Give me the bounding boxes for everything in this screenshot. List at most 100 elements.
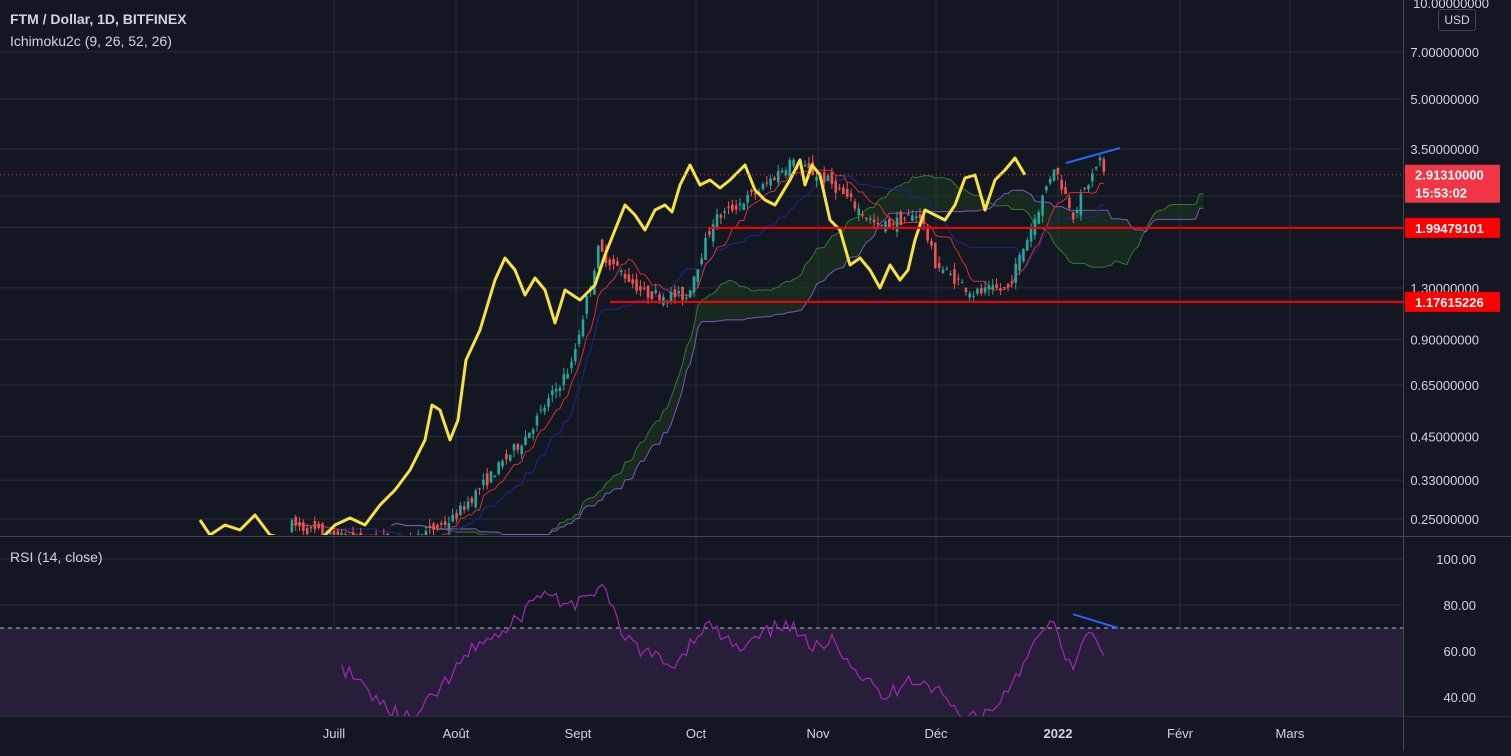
candle-body [673,289,677,298]
price-axis-tick: 0.90000000 [1410,332,1479,347]
candle-body [317,523,320,528]
candle-body [999,288,1002,290]
candle-body [639,286,642,291]
candle-body [596,245,600,269]
divergence-trendline-price[interactable] [1065,147,1121,164]
candle-body [834,181,838,193]
candle-body [964,287,968,293]
level-lower-tag[interactable]: 1.17615226 [1405,291,1500,312]
candle-body [765,182,769,184]
candle-body [1052,169,1056,181]
candle-body [907,214,910,216]
currency-badge[interactable]: USD [1438,9,1476,31]
candle-body [842,187,845,195]
candle-body [1014,263,1018,283]
candle-body [627,274,631,282]
candle-body [313,521,317,530]
candle-body [872,219,876,223]
candle-body [815,176,818,181]
candle-body [1045,186,1048,191]
candle-body [688,290,692,298]
candle-body [895,217,899,232]
candle-body [1060,179,1063,190]
current-price-tag-bg [1405,164,1500,203]
candle-body [861,214,864,216]
ichimoku-span-b [391,189,1204,535]
candle-body [991,285,995,290]
candle-body [1022,248,1025,261]
candle-body [497,462,500,475]
symbol-title-text: FTM / Dollar, 1D, BITFINEX [10,11,187,27]
candle-body [1002,287,1006,289]
candle-body [845,189,849,197]
candle-body [554,388,558,392]
candle-body [734,205,738,210]
candle-body [1068,197,1071,209]
candle-body [780,170,784,173]
indicator-title[interactable]: Ichimoku2c (9, 26, 52, 26) [10,33,172,49]
candle-body [616,261,619,266]
candle-body [995,284,998,289]
candle-body [983,287,987,293]
candle-body [581,319,585,337]
candle-body [754,192,757,195]
candle-body [773,177,776,180]
candle-body [359,532,363,535]
candle-body [573,349,577,362]
candle-body [1025,239,1029,251]
candle-body [558,387,562,391]
candle-body [979,288,983,294]
candle-body [880,224,883,226]
rsi-line [341,583,1105,716]
rsi-title[interactable]: RSI (14, close) [10,549,103,565]
candle-body [960,282,964,284]
candle-body [669,292,673,301]
price-axis-tick: 0.33000000 [1410,473,1479,488]
candle-body [708,231,711,235]
candle-body [792,159,795,166]
candle-body [677,291,680,294]
time-axis-tick: Déc [924,726,948,741]
candle-body [309,526,313,529]
candle-body [972,296,975,298]
candle-body [566,373,569,379]
candle-body [302,522,305,531]
level-upper-tag[interactable]: 1.99479101 [1405,217,1500,238]
candle-body [485,473,489,486]
candle-body [1091,173,1094,182]
candle-body [577,334,581,345]
candle-body [539,409,543,411]
candle-body [474,490,478,507]
divergence-trendline-rsi[interactable] [1072,613,1119,629]
candle-body [1083,187,1086,189]
candle-body [934,243,937,268]
candle-body [849,193,853,198]
candle-body [711,224,715,242]
candle-body [715,214,719,228]
candle-body [501,460,504,467]
candle-body [459,505,462,516]
candle-body [386,533,389,535]
candle-body [853,201,857,209]
time-axis-tick: Oct [686,726,707,741]
candle-body [727,206,730,208]
ichimoku-span-a [391,175,1204,535]
candle-body [692,276,696,293]
candle-body [524,436,527,445]
candle-body [520,445,523,455]
candle-body [903,218,906,220]
candle-body [956,278,960,280]
current-price-tag[interactable]: 2.91310000 15:53:02 [1405,164,1500,203]
symbol-title[interactable]: FTM / Dollar, 1D, BITFINEX [10,11,187,27]
candle-body [723,211,726,213]
candle-body [1018,255,1021,271]
candle-body [351,532,355,535]
candle-body [1087,185,1090,190]
candle-body [930,240,933,246]
candle-body [294,516,297,526]
candle-body [619,270,623,273]
comparison-overlay-line [198,156,1027,535]
current-price-tag-text: 2.91310000 [1415,168,1484,183]
